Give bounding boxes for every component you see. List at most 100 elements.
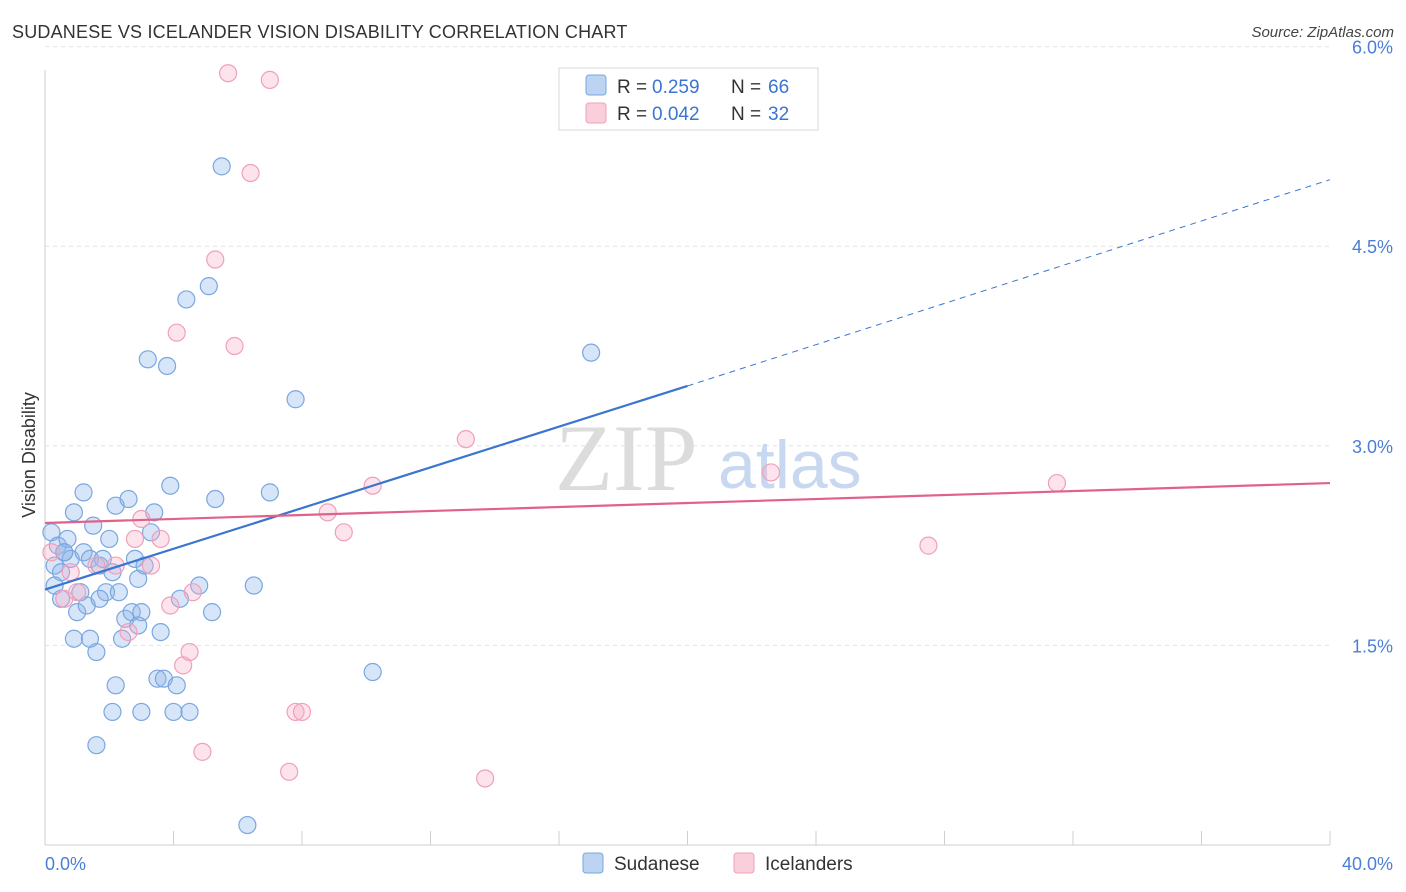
icelanders-point: [206, 250, 225, 269]
sudanese-point: [119, 489, 138, 509]
y-tick-labels: 1.5% 3.0% 4.5% 6.0%: [1352, 38, 1393, 657]
y-tick-label: 3.0%: [1352, 437, 1393, 457]
sudanese-trend-line: [44, 384, 688, 591]
sudanese-point: [84, 516, 103, 535]
icelanders-point: [334, 523, 353, 542]
gridlines: [45, 46, 1330, 646]
legend-n-label-icelanders: N =: [731, 104, 761, 125]
y-tick-label: 1.5%: [1352, 636, 1393, 656]
legend-r-label-sudanese: R =: [617, 77, 647, 98]
icelanders-point: [151, 529, 170, 549]
sudanese-point: [148, 669, 167, 688]
icelanders-point: [241, 163, 260, 183]
icelanders-point: [280, 762, 299, 781]
x-tick-label-min: 0.0%: [45, 854, 86, 874]
bottom-legend: Sudanese Icelanders: [582, 852, 853, 875]
legend-r-value-sudanese: 0.259: [652, 77, 700, 98]
sudanese-point: [96, 583, 116, 602]
bottom-legend-swatch-icelanders: [733, 852, 755, 874]
icelanders-point: [318, 503, 337, 522]
sudanese-point: [286, 390, 305, 409]
sudanese-point: [132, 702, 151, 722]
sudanese-point: [45, 556, 64, 575]
icelanders-point: [167, 323, 186, 342]
sudanese-point: [106, 676, 125, 695]
icelanders-point: [61, 563, 80, 582]
watermark-zip: ZIP: [555, 405, 698, 511]
icelanders-point: [119, 622, 138, 642]
sudanese-point: [206, 489, 225, 509]
sudanese-point: [112, 629, 132, 648]
sudanese-point: [177, 290, 196, 309]
trend-lines: [44, 179, 1331, 591]
sudanese-point: [244, 576, 263, 595]
sudanese-point: [74, 483, 93, 502]
icelanders-point: [161, 596, 180, 615]
sudanese-point: [161, 476, 180, 495]
icelanders-point: [183, 583, 202, 602]
sudanese-point: [100, 529, 119, 549]
sudanese-point: [129, 616, 148, 635]
legend-r-value-icelanders: 0.042: [652, 104, 700, 125]
sudanese-point: [199, 277, 218, 296]
sudanese-point: [64, 503, 84, 522]
icelanders-point: [292, 702, 312, 722]
icelanders-point: [1047, 473, 1067, 493]
sudanese-point: [157, 356, 177, 376]
sudanese-point: [90, 589, 109, 608]
sudanese-point: [164, 702, 183, 722]
y-tick-label: 4.5%: [1352, 237, 1393, 257]
chart-title: SUDANESE VS ICELANDER VISION DISABILITY …: [12, 22, 628, 42]
legend-n-value-sudanese: 66: [768, 77, 789, 98]
sudanese-point: [363, 662, 382, 682]
sudanese-point: [132, 603, 151, 622]
icelanders-point: [68, 583, 87, 602]
bottom-legend-label-sudanese: Sudanese: [614, 854, 700, 875]
sudanese-point: [180, 702, 199, 722]
chart-source: Source: ZipAtlas.com: [1251, 24, 1394, 41]
icelanders-point: [225, 336, 244, 356]
data-points: [42, 64, 1067, 835]
icelanders-point: [193, 742, 212, 761]
y-tick-label: 6.0%: [1352, 38, 1393, 58]
sudanese-point: [55, 543, 74, 562]
sudanese-trend-extension: [687, 179, 1331, 387]
sudanese-point: [202, 603, 222, 622]
icelanders-point: [42, 543, 61, 562]
sudanese-point: [80, 549, 100, 569]
icelanders-point: [180, 642, 199, 662]
x-axis-ticks: [44, 831, 1331, 845]
sudanese-point: [109, 583, 128, 602]
legend-box: R = 0.259 N = 66 R = 0.042 N = 32: [558, 67, 819, 131]
sudanese-point: [58, 529, 77, 549]
legend-n-value-icelanders: 32: [768, 104, 789, 125]
bottom-legend-swatch-sudanese: [582, 852, 604, 874]
icelanders-point: [919, 536, 938, 555]
sudanese-point: [167, 676, 186, 695]
sudanese-point: [74, 543, 93, 562]
sudanese-point: [48, 536, 67, 555]
sudanese-point: [151, 622, 170, 642]
icelanders-point: [761, 463, 781, 482]
sudanese-point: [190, 576, 209, 595]
bottom-legend-label-icelanders: Icelanders: [765, 854, 853, 875]
watermark-atlas: atlas: [718, 427, 862, 503]
legend-n-label-sudanese: N =: [731, 77, 761, 98]
icelanders-point: [476, 769, 495, 788]
y-axis-label: Vision Disability: [19, 392, 39, 518]
icelanders-trend-line: [44, 481, 1331, 525]
icelanders-point: [219, 64, 238, 83]
sudanese-point: [212, 157, 231, 176]
icelanders-point: [141, 556, 161, 575]
sudanese-point: [260, 483, 279, 502]
sudanese-point: [238, 815, 257, 835]
sudanese-point: [87, 736, 106, 755]
sudanese-point: [68, 603, 87, 622]
sudanese-point: [141, 523, 161, 542]
icelanders-point: [260, 70, 279, 89]
sudanese-point: [64, 629, 84, 648]
sudanese-point: [582, 343, 601, 362]
icelanders-point: [456, 430, 475, 449]
sudanese-point: [138, 350, 157, 369]
